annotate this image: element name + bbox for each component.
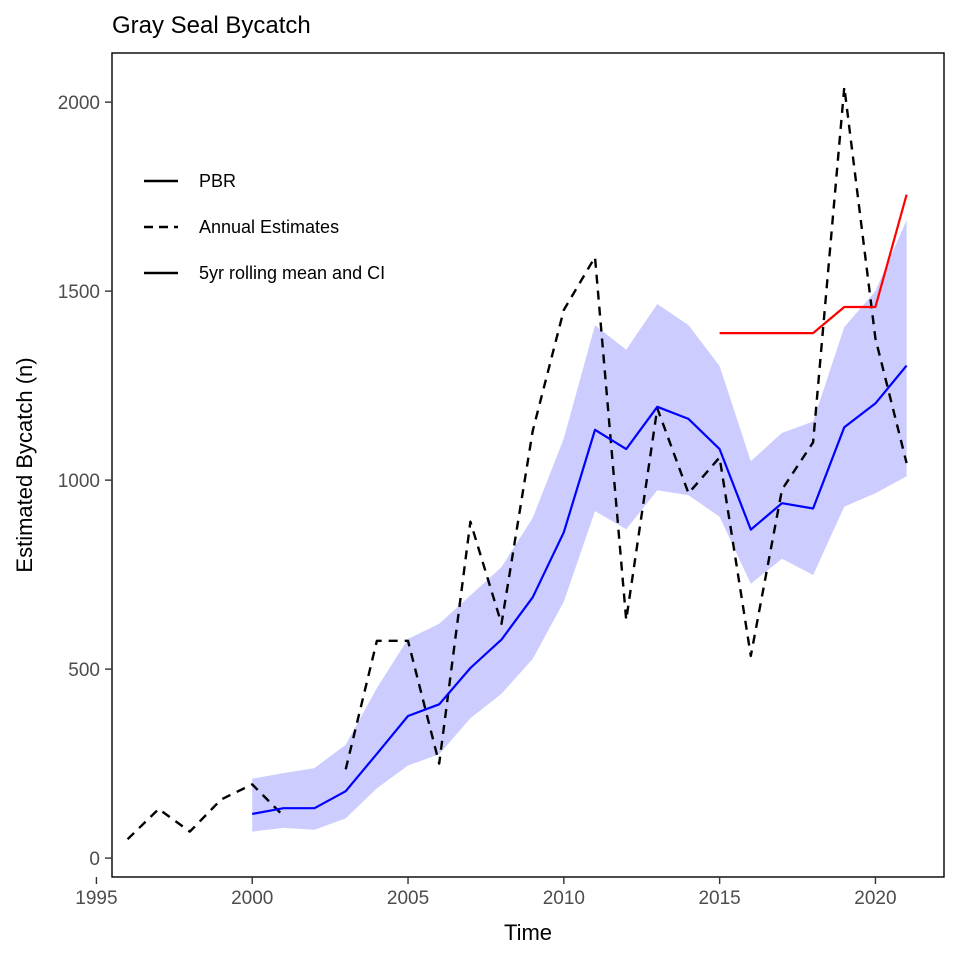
y-tick-label: 2000: [58, 93, 100, 114]
x-tick-label: 2005: [387, 888, 429, 909]
plot-panel-border: [111, 52, 945, 878]
pbr-line: [719, 194, 908, 335]
y-tick-label: 1000: [58, 471, 100, 492]
y-tick-label: 0: [89, 849, 100, 870]
legend-label: PBR: [199, 171, 236, 191]
x-tick-label: 2000: [231, 888, 273, 909]
chart-title: Gray Seal Bycatch: [112, 12, 311, 39]
legend-label: Annual Estimates: [199, 217, 339, 237]
legend-label: 5yr rolling mean and CI: [199, 263, 385, 283]
ci-band: [252, 220, 907, 832]
y-tick-label: 1500: [58, 282, 100, 303]
x-tick-label: 2020: [854, 888, 896, 909]
y-tick-label: 500: [68, 660, 100, 681]
axes-layer: 1995 2000 2005 2010 2015 2020 0 500 1000 1500 2000: [58, 93, 897, 909]
x-tick-label: 2010: [543, 888, 585, 909]
legend: PBR Annual Estimates 5yr rolling mean and …: [144, 171, 385, 283]
x-tick-label: 1995: [75, 888, 117, 909]
x-axis-title: Time: [504, 920, 552, 945]
x-tick-label: 2015: [698, 888, 740, 909]
plot-layer: [126, 85, 908, 841]
y-axis-title: Estimated Bycatch (n): [12, 357, 37, 572]
rolling-mean-line: [252, 364, 908, 815]
annual-estimates-line: [126, 85, 908, 841]
